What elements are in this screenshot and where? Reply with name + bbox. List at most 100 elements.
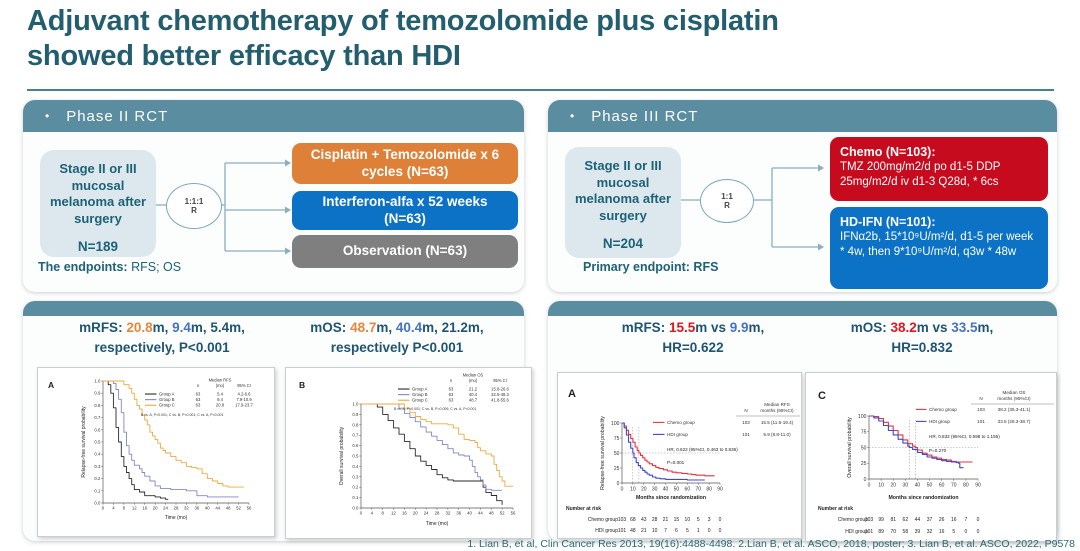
svg-text:63: 63 [196,397,201,402]
svg-text:Median OS: Median OS [1003,390,1026,395]
svg-text:0: 0 [102,506,105,511]
phase3-arm1-body: TMZ 200mg/m2/d po d1-5 DDP 25mg/m2/d iv … [840,161,1001,189]
phase3-design-panel: • Phase III RCT Stage II or III mucosal … [548,100,1057,292]
svg-text:63: 63 [196,392,201,397]
bullet-icon: • [570,109,576,123]
svg-text:101: 101 [618,528,627,534]
svg-text:Months since randomization: Months since randomization [888,495,958,501]
svg-text:8: 8 [123,506,126,511]
svg-text:5: 5 [697,517,700,523]
svg-text:30: 30 [652,486,658,492]
svg-text:58: 58 [903,529,909,535]
svg-text:Group A: Group A [159,392,175,397]
svg-text:HDI group: HDI group [845,529,868,535]
svg-text:70: 70 [695,486,701,492]
svg-text:0.1: 0.1 [352,495,359,500]
svg-text:0.2: 0.2 [94,476,101,481]
svg-text:21: 21 [641,528,647,534]
phase3-header-label: Phase III RCT [591,107,699,125]
svg-text:Group C: Group C [412,398,428,403]
svg-text:Time (mo): Time (mo) [165,515,188,521]
svg-text:40: 40 [915,482,921,488]
svg-text:0: 0 [719,517,722,523]
svg-text:70: 70 [890,529,896,535]
svg-text:8: 8 [382,511,385,516]
svg-text:0.2: 0.2 [352,485,359,490]
svg-text:38.2 (35.3-41.1): 38.2 (35.3-41.1) [998,407,1031,412]
svg-text:41.8-55.6: 41.8-55.6 [491,398,509,403]
svg-text:(mo): (mo) [216,383,225,388]
svg-text:0.0: 0.0 [352,506,359,511]
svg-text:0.0: 0.0 [94,501,101,506]
svg-text:Group B: Group B [159,397,175,402]
svg-text:90: 90 [975,482,981,488]
svg-text:Group B: Group B [412,392,428,397]
svg-text:15: 15 [674,517,680,523]
svg-text:32.5-48.3: 32.5-48.3 [491,392,509,397]
svg-text:12: 12 [391,511,396,516]
svg-text:52: 52 [500,511,505,516]
svg-text:1.0: 1.0 [352,402,359,407]
svg-text:28: 28 [174,506,179,511]
svg-text:Chemo group: Chemo group [588,517,619,523]
svg-text:63: 63 [449,392,454,397]
svg-text:0: 0 [719,528,722,534]
phase3-randomization-ratio: 1:1 [721,191,733,201]
svg-text:28: 28 [435,511,440,516]
svg-text:36: 36 [194,506,199,511]
svg-text:44: 44 [215,506,220,511]
phase3-arm-hdifn: HD-IFN (N=101): IFNα2b, 15*10⁹U/m²/d, d1… [830,207,1048,289]
phase2-population-box: Stage II or III mucosal melanoma after s… [40,150,156,257]
svg-text:63: 63 [449,398,454,403]
svg-text:44: 44 [478,511,483,516]
svg-text:40: 40 [205,506,210,511]
svg-text:50: 50 [614,451,620,457]
phase3-mos-hr: HR=0.832 [891,339,953,355]
phase2-arm-interferon: Interferon-alfa x 52 weeks (N=63) [292,191,518,230]
svg-text:36: 36 [456,511,461,516]
svg-text:Overall survival probability: Overall survival probability [339,426,345,485]
svg-text:0.4: 0.4 [94,452,101,457]
svg-text:N: N [979,396,982,401]
phase2-randomization-r: R [191,206,197,215]
phase3-rfs-km-chart: A 0 10 20 30 40 50 60 70 80 90 0 25 50 75 100 Months sin… [557,372,802,539]
svg-text:HDI group: HDI group [595,528,618,534]
svg-text:B: B [299,380,305,390]
svg-text:90: 90 [717,486,723,492]
svg-text:10: 10 [652,528,658,534]
svg-text:Median RFS: Median RFS [764,402,790,407]
svg-text:3: 3 [708,517,711,523]
svg-text:0.6: 0.6 [352,443,359,448]
svg-text:Months since randomization: Months since randomization [636,495,706,501]
svg-text:48: 48 [226,506,231,511]
phase2-design-panel: • Phase II RCT Stage II or III mucosal m… [23,100,524,292]
svg-text:62: 62 [903,517,909,523]
svg-text:25: 25 [614,466,620,472]
svg-text:1.0: 1.0 [94,379,101,384]
phase3-randomization-r: R [724,201,730,210]
phase2-mrfs-values: mRFS: 20.8m, 9.4m, 5.4m, [79,320,245,335]
svg-text:40.4: 40.4 [469,392,478,397]
phase2-header-bar: • Phase II RCT [23,100,524,132]
svg-text:40: 40 [663,486,669,492]
svg-text:103: 103 [742,420,750,425]
svg-text:Time (mo): Time (mo) [426,521,449,527]
phase3-population-n: N=204 [602,235,644,251]
svg-text:5: 5 [952,529,955,535]
phase3-arm2-title: HD-IFN (N=101): [840,215,936,229]
svg-text:B vs. A, P<0.001; C vs. B, P=0: B vs. A, P<0.001; C vs. B, P=0.009; C vs… [394,407,476,411]
svg-text:9.4: 9.4 [217,397,223,402]
svg-text:17.9-23.7: 17.9-23.7 [235,403,253,408]
svg-text:101: 101 [977,419,985,424]
svg-text:95% CI: 95% CI [237,383,250,388]
svg-text:HR, 0.832 (95%CI, 0.598 to 1.1: HR, 0.832 (95%CI, 0.598 to 1.155) [929,434,1000,439]
svg-text:25: 25 [861,461,867,467]
title-underline [27,89,1054,91]
svg-text:0.4: 0.4 [352,464,359,469]
svg-text:44: 44 [915,517,921,523]
svg-text:Number at risk: Number at risk [566,506,601,512]
svg-text:80: 80 [706,486,712,492]
svg-text:0.1: 0.1 [94,488,101,493]
phase2-mos-pvalue: respectively P<0.001 [330,339,464,355]
